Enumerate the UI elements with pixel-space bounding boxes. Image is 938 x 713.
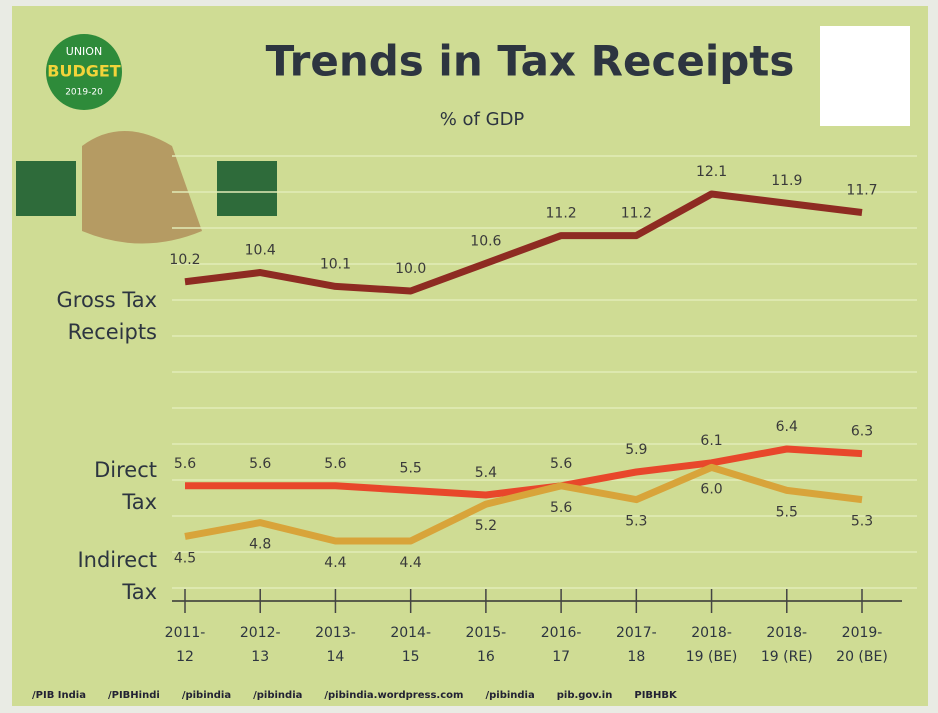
footer-handle: /pibindia [485,690,535,701]
pib-logo [820,26,910,126]
data-label: 11.2 [621,206,652,222]
data-label: 5.3 [851,514,873,530]
series-label-line: Direct [94,458,157,482]
data-label: 12.1 [696,164,727,180]
data-label: 6.4 [776,419,798,435]
data-label: 4.8 [249,537,271,553]
footer-handle: /pibindia [181,690,232,701]
data-label: 11.2 [546,206,577,222]
data-label: 5.6 [174,456,196,472]
data-label: 10.6 [470,233,501,249]
footer-handle: PIBHBK [634,690,677,701]
footer-handle: /pibindia [253,690,303,701]
x-tick-label-line: 2011- [165,625,206,641]
x-tick-label: 2017- 18 [616,625,657,665]
data-label: 11.7 [846,182,877,198]
x-tick-label-line: 14 [327,649,345,665]
x-tick-label: 2013- 14 [315,625,356,665]
x-tick-label: 2012- 13 [240,625,281,665]
series-line [184,463,863,545]
series-label-line: Gross Tax [57,288,158,312]
x-tick-label: 2018- 19 (RE) [761,625,813,665]
x-tick-label: 2011- 12 [165,625,206,665]
x-tick-label: 2016- 17 [541,625,582,665]
data-label: 4.4 [400,555,422,571]
x-tick-label-line: 19 (BE) [686,649,738,665]
money-stack [16,161,76,216]
data-label: 5.9 [625,442,647,458]
x-tick-label-line: 2016- [541,625,582,641]
x-tick-label-line: 19 (RE) [761,649,813,665]
data-label: 6.0 [700,481,722,497]
data-label: 5.6 [550,456,572,472]
x-tick-label-line: 16 [477,649,495,665]
logo-badge [46,34,122,110]
data-label: 5.3 [625,514,647,530]
x-tick-label: 2014- 15 [390,625,431,665]
data-label: 5.5 [400,460,422,476]
logo-text: BUDGET [47,62,121,81]
series-label-line: Tax [121,580,157,604]
data-label: 11.9 [771,173,802,189]
series-line [184,190,863,295]
data-label: 10.0 [395,261,426,277]
x-tick-label-line: 2018- [766,625,807,641]
chart-subtitle: % of GDP [440,109,525,130]
x-tick-label-line: 2019- [842,625,883,641]
series-line [185,445,863,499]
chart: UNION BUDGET 2019-20 Trends in Tax Recei… [16,26,917,665]
series-label: Direct Tax [94,458,157,514]
x-tick-label: 2018- 19 (BE) [686,625,738,665]
series-label: Gross Tax Receipts [57,288,158,344]
data-label: 4.5 [174,550,196,566]
series-label-line: Receipts [68,320,157,344]
x-tick-label-line: 2018- [691,625,732,641]
x-tick-label-line: 17 [552,649,570,665]
logo: UNION BUDGET 2019-20 [16,34,277,244]
data-label: 6.3 [851,424,873,440]
x-tick-label-line: 2012- [240,625,281,641]
x-tick-label-line: 18 [627,649,645,665]
series-label-line: Indirect [77,548,157,572]
x-tick-label: 2019- 20 (BE) [836,625,888,665]
data-label: 5.4 [475,465,497,481]
data-label: 5.5 [776,504,798,520]
footer-handle: /pibindia.wordpress.com [324,690,464,701]
x-tick-label-line: 12 [176,649,194,665]
footer-handle: /PIBHindi [107,690,160,701]
money-bag [82,131,202,244]
data-label: 5.6 [550,500,572,516]
poster: UNION BUDGET 2019-20 Trends in Tax Recei… [12,6,928,706]
x-tick-label-line: 15 [402,649,420,665]
logo-text: UNION [66,45,102,58]
logo-text: 2019-20 [65,88,103,98]
series-label-line: Tax [121,490,157,514]
x-tick-label: 2015- 16 [466,625,507,665]
x-tick-label-line: 20 (BE) [836,649,888,665]
footer-handle: /PIB India [32,690,86,701]
data-label: 5.6 [324,456,346,472]
data-label: 10.1 [320,256,351,272]
data-label: 5.2 [475,518,497,534]
money-stack [217,161,277,216]
x-tick-label-line: 2017- [616,625,657,641]
footer-handle: pib.gov.in [556,690,613,701]
data-label: 5.6 [249,456,271,472]
x-tick-label-line: 13 [251,649,269,665]
chart-title: Trends in Tax Receipts [266,37,795,86]
x-tick-label-line: 2015- [466,625,507,641]
x-tick-label-line: 2014- [390,625,431,641]
series-label: Indirect Tax [77,548,157,604]
footer: /PIB India/PIBHindi/pibindia/pibindia/pi… [32,690,932,701]
data-label: 10.2 [169,252,200,268]
data-label: 6.1 [700,433,722,449]
data-label: 4.4 [324,555,346,571]
data-label: 10.4 [245,243,276,259]
x-tick-label-line: 2013- [315,625,356,641]
